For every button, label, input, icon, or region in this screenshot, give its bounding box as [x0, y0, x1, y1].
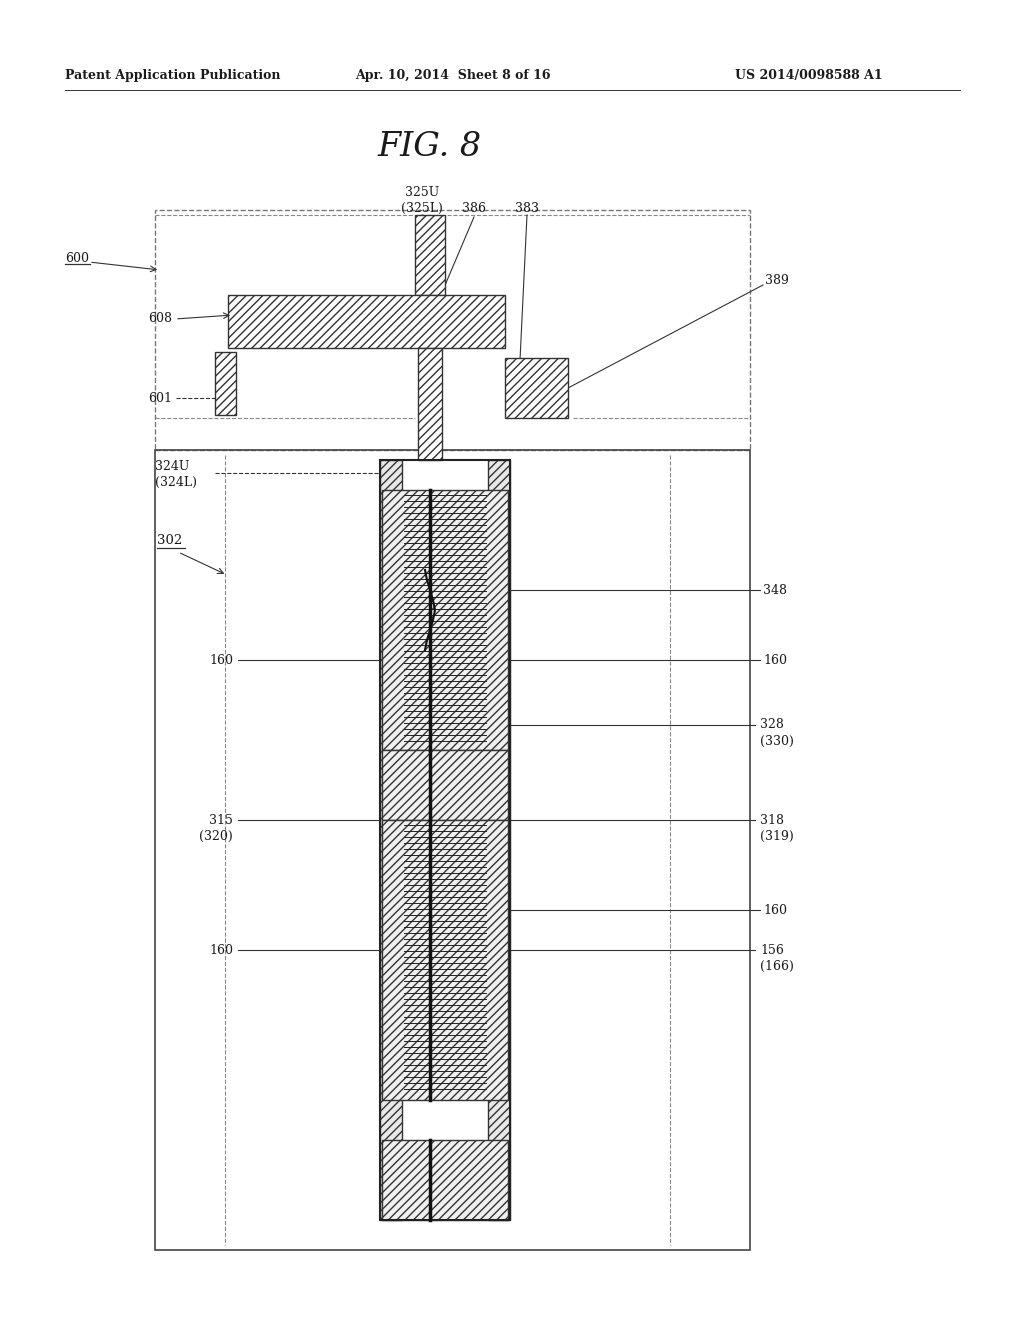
- Text: Apr. 10, 2014  Sheet 8 of 16: Apr. 10, 2014 Sheet 8 of 16: [355, 69, 551, 82]
- Text: 160: 160: [763, 653, 787, 667]
- Text: 315: 315: [209, 813, 233, 826]
- Text: 328: 328: [760, 718, 784, 731]
- Bar: [505, 358, 568, 418]
- Text: 600: 600: [65, 252, 89, 264]
- Text: US 2014/0098588 A1: US 2014/0098588 A1: [735, 69, 883, 82]
- Bar: [215, 352, 236, 414]
- Text: 348: 348: [763, 583, 787, 597]
- Bar: [382, 820, 508, 1100]
- Text: 160: 160: [209, 944, 233, 957]
- Text: (330): (330): [760, 734, 794, 747]
- Text: (319): (319): [760, 829, 794, 842]
- Text: 601: 601: [148, 392, 172, 404]
- Bar: [382, 490, 508, 750]
- Text: 325U: 325U: [404, 186, 439, 199]
- Bar: [488, 459, 510, 1220]
- Bar: [418, 348, 442, 459]
- Bar: [382, 750, 508, 820]
- Text: 608: 608: [148, 312, 172, 325]
- Text: 383: 383: [515, 202, 539, 214]
- Bar: [382, 1140, 508, 1220]
- Text: 156: 156: [760, 944, 784, 957]
- Bar: [155, 210, 750, 450]
- Text: (320): (320): [200, 829, 233, 842]
- Text: 386: 386: [462, 202, 486, 214]
- Text: (324L): (324L): [155, 475, 197, 488]
- Bar: [155, 450, 750, 1250]
- Bar: [415, 215, 445, 294]
- Text: FIG. 8: FIG. 8: [378, 131, 482, 162]
- Bar: [380, 459, 402, 1220]
- Text: 324U: 324U: [155, 461, 189, 474]
- Text: 318: 318: [760, 813, 784, 826]
- Bar: [228, 294, 505, 348]
- Text: 389: 389: [765, 273, 788, 286]
- Bar: [380, 459, 510, 1220]
- Text: (325L): (325L): [401, 202, 443, 214]
- Text: 302: 302: [157, 533, 182, 546]
- Text: 160: 160: [209, 653, 233, 667]
- Text: Patent Application Publication: Patent Application Publication: [65, 69, 281, 82]
- Text: 160: 160: [763, 903, 787, 916]
- Text: (166): (166): [760, 960, 794, 973]
